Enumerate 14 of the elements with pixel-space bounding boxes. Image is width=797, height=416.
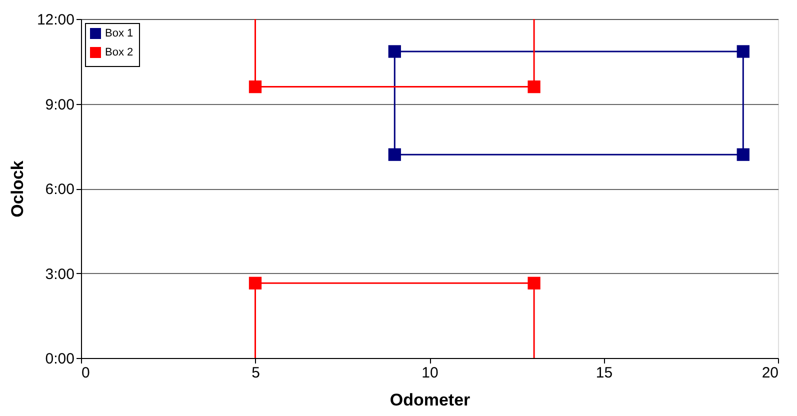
y-tick-label: 12:00 [36,12,74,28]
y-tick-label: 9:00 [45,96,74,114]
y-tick-label: 0:00 [45,350,74,368]
legend-label: Box 2 [105,46,134,58]
x-tick-label: 0 [82,364,90,382]
y-tick-label: 3:00 [45,266,74,283]
legend-label: Box 1 [105,28,134,40]
x-tick-label: 10 [422,364,438,382]
x-tick-label: 15 [596,364,613,382]
x-axis-title: Odometer [390,390,471,410]
x-tick-label: 5 [252,364,260,382]
y-axis-title: Oclock [8,160,27,218]
y-tick-label: 6:00 [45,181,74,198]
x-tick-label: 20 [762,364,778,382]
